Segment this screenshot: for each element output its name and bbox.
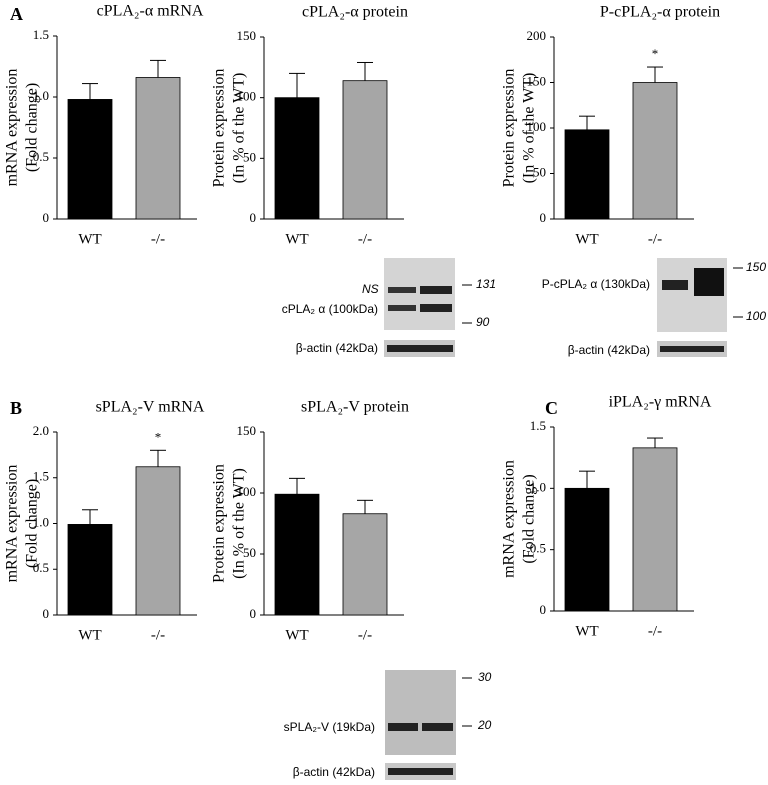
y-tick-label: 1.5 xyxy=(530,418,546,433)
y-tick-label: 1.5 xyxy=(33,469,49,484)
blot-label: cPLA₂ α (100kDa) xyxy=(282,302,378,316)
x-tick-label: -/- xyxy=(358,627,372,643)
y-tick-label: 50 xyxy=(243,149,256,164)
y-tick-label: 1.5 xyxy=(33,27,49,42)
bar xyxy=(67,524,113,616)
band xyxy=(422,723,453,731)
y-tick-label: 0 xyxy=(250,606,257,621)
y-axis-label: Protein expression xyxy=(501,69,518,188)
y-tick-label: 0.5 xyxy=(33,560,49,575)
y-axis-label: (Fold change) xyxy=(24,83,41,172)
band xyxy=(660,346,724,352)
band xyxy=(662,280,688,290)
chart-title: cPLA₂-α mRNA xyxy=(97,3,204,20)
x-tick-label: -/- xyxy=(151,231,165,247)
x-tick-label: WT xyxy=(285,231,308,247)
annotation: * xyxy=(652,46,659,61)
panel-letter: B xyxy=(10,398,22,418)
y-axis-label: (In % of the WT) xyxy=(521,73,538,184)
x-tick-label: -/- xyxy=(358,231,372,247)
bar xyxy=(67,99,113,220)
y-tick-label: 0 xyxy=(250,210,257,225)
y-axis-label: (Fold change) xyxy=(24,479,41,568)
x-tick-label: WT xyxy=(575,623,598,639)
band xyxy=(388,768,453,775)
y-axis-label: (In % of the WT) xyxy=(231,73,248,184)
chart-title: sPLA₂-V mRNA xyxy=(96,399,205,416)
band xyxy=(694,268,724,296)
chart-title: sPLA₂-V protein xyxy=(301,399,409,416)
y-tick-label: 100 xyxy=(237,89,257,104)
blot-label: NS xyxy=(362,282,379,296)
y-tick-label: 150 xyxy=(237,28,257,43)
x-tick-label: WT xyxy=(78,231,101,247)
y-axis-label: Protein expression xyxy=(211,464,228,583)
y-tick-label: 200 xyxy=(527,28,547,43)
band xyxy=(388,723,418,731)
bar xyxy=(632,82,678,220)
bar xyxy=(632,447,678,612)
x-tick-label: -/- xyxy=(151,627,165,643)
bar xyxy=(342,513,388,616)
blot-label: β-actin (42kDa) xyxy=(296,341,378,355)
annotation: * xyxy=(155,429,162,444)
y-tick-label: 50 xyxy=(243,545,256,560)
marker-label: 20 xyxy=(477,718,492,732)
blot-label: β-actin (42kDa) xyxy=(568,343,650,357)
y-tick-label: 150 xyxy=(527,73,547,88)
chart-title: cPLA₂-α protein xyxy=(302,4,408,21)
bar xyxy=(135,77,181,220)
chart-title: iPLA₂-γ mRNA xyxy=(609,394,712,411)
bar xyxy=(274,493,320,616)
y-tick-label: 150 xyxy=(237,423,257,438)
y-tick-label: 1.0 xyxy=(33,88,49,103)
y-tick-label: 50 xyxy=(533,164,546,179)
marker-label: 150 xyxy=(746,260,766,274)
y-tick-label: 0.5 xyxy=(530,541,546,556)
bar xyxy=(274,97,320,220)
x-tick-label: -/- xyxy=(648,623,662,639)
y-tick-label: 2.0 xyxy=(33,423,49,438)
panel-letter: A xyxy=(10,4,23,24)
y-tick-label: 0 xyxy=(540,210,547,225)
blot-label: sPLA₂-V (19kDa) xyxy=(284,720,375,734)
band xyxy=(388,287,416,293)
panel-letter: C xyxy=(545,398,558,418)
marker-label: 30 xyxy=(478,670,492,684)
y-axis-label: mRNA expression xyxy=(4,465,21,583)
blot xyxy=(385,670,456,755)
y-tick-label: 0.5 xyxy=(33,149,49,164)
marker-label: 131 xyxy=(476,277,496,291)
y-tick-label: 100 xyxy=(527,119,547,134)
y-tick-label: 0 xyxy=(540,602,547,617)
band xyxy=(420,286,452,294)
y-axis-label: mRNA expression xyxy=(501,460,518,578)
y-axis-label: mRNA expression xyxy=(4,69,21,187)
band xyxy=(387,345,453,352)
y-tick-label: 1.0 xyxy=(33,514,49,529)
marker-label: 90 xyxy=(476,315,490,329)
x-tick-label: WT xyxy=(575,231,598,247)
y-axis-label: Protein expression xyxy=(211,69,228,188)
x-tick-label: -/- xyxy=(648,231,662,247)
bar xyxy=(342,80,388,220)
band xyxy=(388,305,416,311)
y-tick-label: 0 xyxy=(43,210,50,225)
bar xyxy=(135,466,181,616)
y-axis-label: (In % of the WT) xyxy=(231,468,248,579)
marker-label: 100 xyxy=(746,309,766,323)
y-tick-label: 1.0 xyxy=(530,479,546,494)
chart-title: P-cPLA₂-α protein xyxy=(600,4,720,21)
band xyxy=(420,304,452,312)
x-tick-label: WT xyxy=(78,627,101,643)
x-tick-label: WT xyxy=(285,627,308,643)
y-tick-label: 100 xyxy=(237,484,257,499)
blot-label: β-actin (42kDa) xyxy=(293,765,375,779)
bar xyxy=(564,129,610,220)
y-axis-label: (Fold change) xyxy=(521,474,538,563)
bar xyxy=(564,487,610,612)
y-tick-label: 0 xyxy=(43,606,50,621)
blot-label: P-cPLA₂ α (130kDa) xyxy=(542,277,650,291)
